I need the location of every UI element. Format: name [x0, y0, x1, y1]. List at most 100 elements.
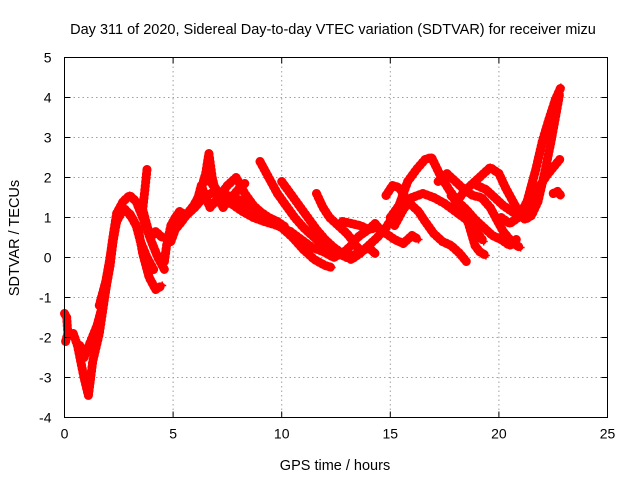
data-point — [371, 249, 380, 258]
data-point — [238, 207, 247, 216]
data-point — [555, 155, 564, 164]
data-point — [277, 177, 286, 186]
data-point — [141, 217, 150, 226]
data-point — [373, 233, 382, 242]
data-point — [355, 249, 364, 258]
y-axis-label: SDTVAR / TECUs — [7, 180, 23, 296]
data-point — [171, 213, 180, 222]
data-point — [408, 193, 417, 202]
data-point — [412, 165, 421, 174]
y-tick-label: -1 — [39, 290, 52, 306]
data-point — [464, 219, 473, 228]
data-point — [381, 191, 390, 200]
data-point — [282, 223, 291, 232]
data-point — [408, 231, 417, 240]
axis-ticks: 0 5 10 15 20 25 -4 -3 -2 -1 0 1 2 3 4 5 — [39, 50, 615, 442]
data-point — [505, 219, 514, 228]
data-point — [477, 171, 486, 180]
data-point — [507, 207, 516, 216]
data-point — [527, 211, 536, 220]
data-point — [499, 227, 508, 236]
data-point — [440, 199, 449, 208]
data-point — [143, 165, 152, 174]
data-point — [321, 261, 330, 270]
data-point — [414, 235, 423, 244]
data-point — [421, 155, 430, 164]
data-point — [234, 195, 243, 204]
data-point — [166, 237, 175, 246]
series-markers-sat-e — [138, 165, 167, 242]
x-tick-label: 5 — [169, 426, 177, 442]
data-point — [455, 249, 464, 258]
data-point — [462, 257, 471, 266]
x-tick-label: 25 — [600, 426, 616, 442]
y-tick-label: 4 — [44, 90, 52, 106]
data-point — [451, 199, 460, 208]
data-point — [538, 137, 547, 146]
data-point — [364, 241, 373, 250]
data-point — [132, 221, 141, 230]
x-tick-label: 10 — [274, 426, 290, 442]
data-point — [497, 213, 506, 222]
data-point — [95, 301, 104, 310]
data-point — [232, 173, 241, 182]
data-point — [88, 357, 97, 366]
data-point — [349, 237, 358, 246]
data-point — [512, 241, 521, 250]
data-point — [249, 213, 258, 222]
data-point — [556, 83, 565, 92]
data-point — [303, 213, 312, 222]
data-point — [297, 235, 306, 244]
data-point — [447, 241, 456, 250]
y-tick-label: 1 — [44, 210, 52, 226]
data-point — [318, 203, 327, 212]
data-point — [299, 245, 308, 254]
y-tick-label: -4 — [39, 410, 52, 426]
data-point — [219, 203, 228, 212]
data-point — [199, 193, 208, 202]
data-point — [438, 237, 447, 246]
data-point — [471, 215, 480, 224]
data-point — [556, 191, 565, 200]
data-point — [429, 193, 438, 202]
data-point — [549, 163, 558, 172]
data-point — [488, 231, 497, 240]
x-tick-label: 0 — [61, 426, 69, 442]
data-point — [160, 265, 169, 274]
data-point — [516, 243, 525, 252]
data-point — [175, 207, 184, 216]
data-point — [523, 197, 532, 206]
data-point — [479, 237, 488, 246]
data-point — [204, 149, 213, 158]
data-point — [505, 235, 514, 244]
data-point — [308, 231, 317, 240]
data-point — [531, 165, 540, 174]
data-point — [501, 183, 510, 192]
y-tick-label: -2 — [39, 330, 52, 346]
data-point — [377, 227, 386, 236]
data-point — [460, 187, 469, 196]
x-tick-label: 20 — [491, 426, 507, 442]
data-point — [507, 195, 516, 204]
data-point — [321, 235, 330, 244]
data-point — [325, 213, 334, 222]
data-point — [245, 201, 254, 210]
data-point — [364, 225, 373, 234]
data-point — [497, 235, 506, 244]
data-point — [273, 189, 282, 198]
x-axis-label: GPS time / hours — [280, 458, 390, 474]
data-series — [60, 83, 566, 400]
data-point — [273, 217, 282, 226]
data-point — [80, 353, 89, 362]
data-point — [499, 201, 508, 210]
data-point — [327, 263, 336, 272]
data-point — [310, 255, 319, 264]
data-point — [184, 209, 193, 218]
data-point — [427, 153, 436, 162]
data-point — [125, 209, 134, 218]
data-point — [486, 203, 495, 212]
data-point — [312, 225, 321, 234]
data-point — [136, 237, 145, 246]
data-point — [108, 241, 117, 250]
